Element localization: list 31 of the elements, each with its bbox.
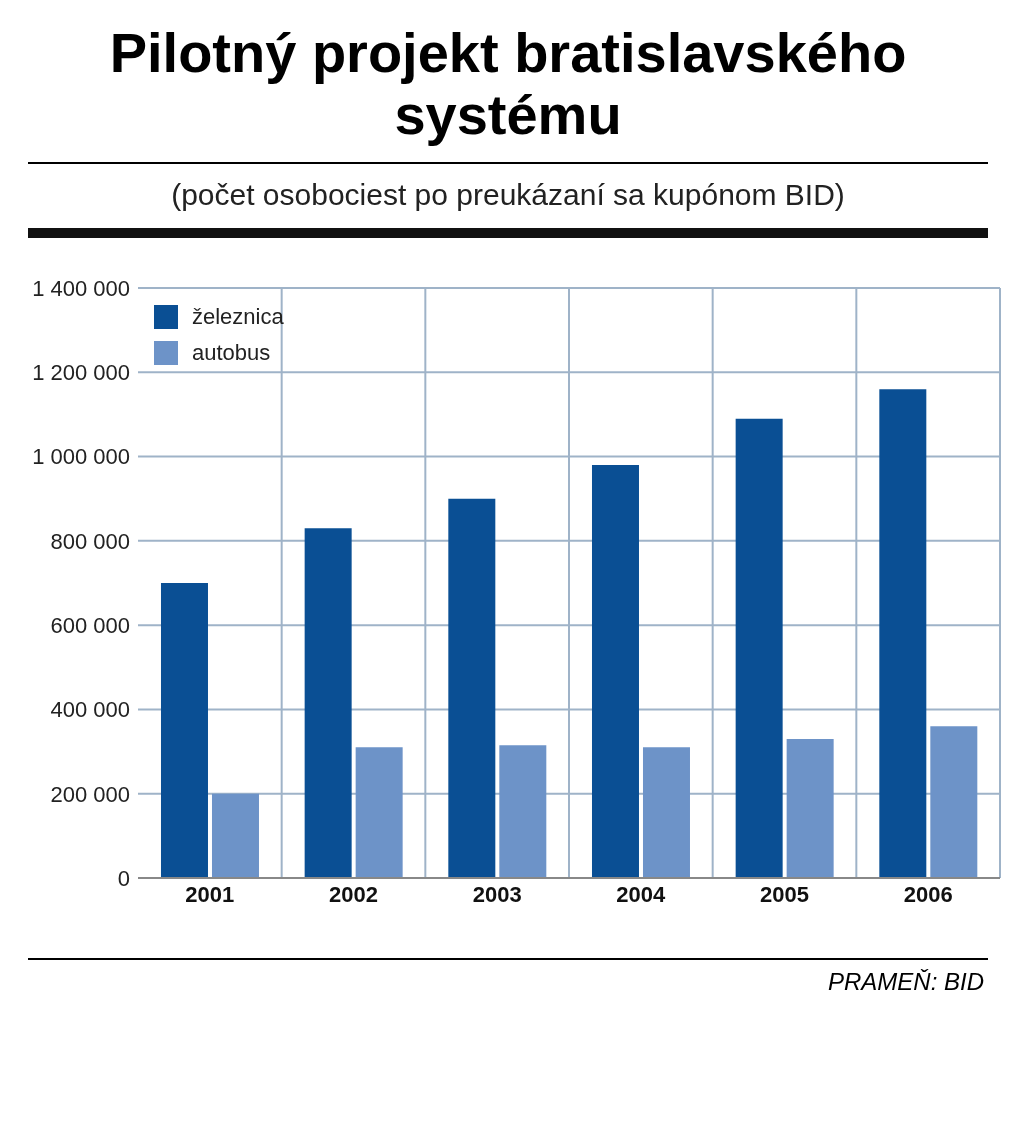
y-tick-label: 200 000 (50, 781, 130, 807)
y-tick-label: 0 (117, 865, 130, 891)
chart-title: Pilotný projekt bratislavského systému (108, 20, 908, 148)
bar (591, 465, 639, 878)
bar (499, 745, 547, 878)
bar (211, 793, 259, 878)
bar (879, 389, 927, 878)
y-tick-label: 1 000 000 (32, 444, 130, 470)
text: PRAMEŇ: BID (826, 968, 984, 996)
y-tick-label: 800 000 (50, 528, 130, 554)
bar (930, 726, 978, 878)
bar (160, 583, 208, 878)
legend-label: železnica (192, 304, 284, 330)
legend-label: autobus (192, 340, 271, 366)
bar (735, 418, 783, 878)
bar (786, 738, 834, 878)
y-tick-label: 600 000 (50, 612, 130, 638)
chart-subtitle: (počet osobociest po preukázaní sa kupónom BID) (170, 177, 846, 213)
y-tick-label: 1 400 000 (32, 275, 130, 301)
bar (642, 747, 690, 878)
x-tick-label: 2006 (903, 881, 953, 907)
x-tick-label: 2002 (329, 881, 378, 907)
bar (304, 528, 352, 878)
x-tick-label: 2001 (185, 881, 235, 907)
x-tick-label: 2004 (616, 881, 667, 907)
y-tick-label: 1 200 000 (32, 360, 130, 386)
bar (448, 498, 496, 878)
y-tick-label: 400 000 (50, 697, 130, 723)
bar (355, 747, 403, 878)
x-tick-label: 2005 (760, 881, 809, 907)
x-tick-label: 2003 (472, 881, 522, 907)
